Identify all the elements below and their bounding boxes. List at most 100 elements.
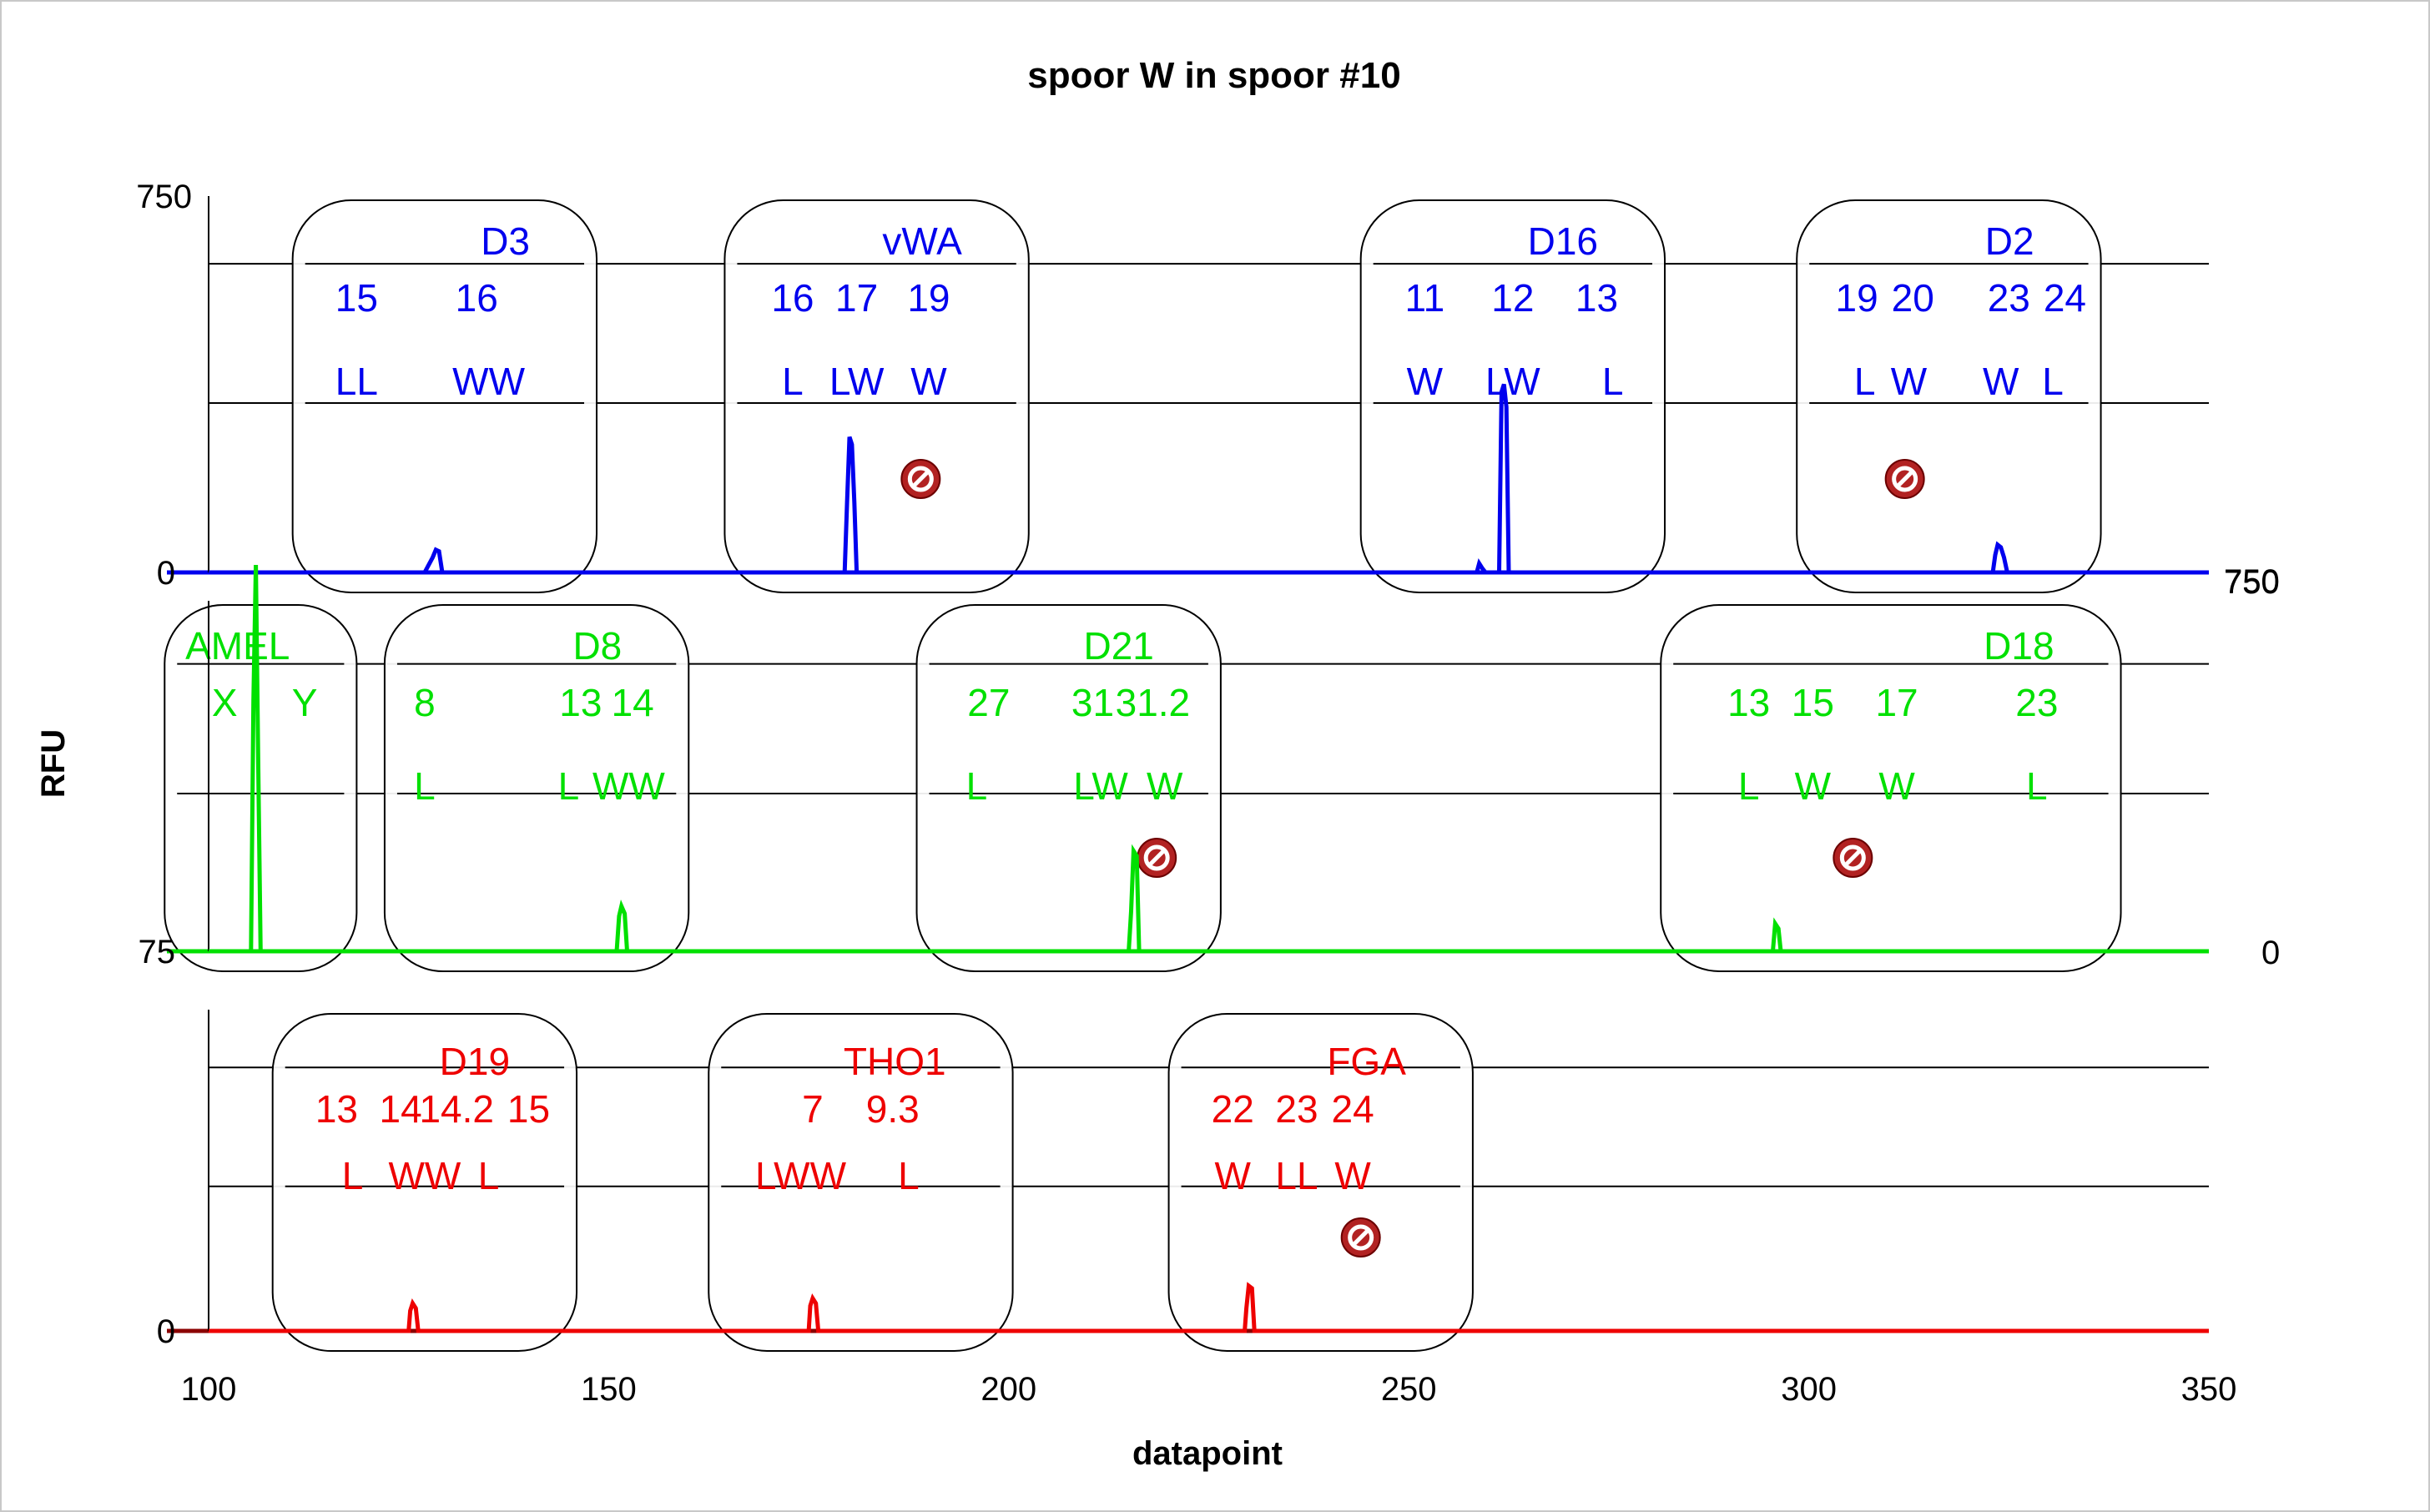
locus-boxes: D315LL16WWvWA16L17LW19WD1611W12LW13LD219… — [164, 199, 2122, 1352]
locus-name: THO1 — [844, 1040, 946, 1083]
locus-frame — [164, 604, 358, 972]
locus-frame — [1796, 199, 2102, 593]
locus-box-D21: D21 27 L 31 LW 31.2 W — [915, 604, 1222, 972]
allele-label: 14 — [380, 1087, 422, 1131]
blocked-icon — [1884, 459, 1925, 499]
allele-label: 16 — [456, 276, 498, 320]
allele-label: 14 — [612, 681, 654, 724]
locus-name: vWA — [882, 219, 962, 263]
allele-label: 27 — [967, 681, 1010, 724]
allele-label: 31.2 — [1116, 681, 1191, 724]
locus-frame — [915, 604, 1222, 972]
locus-frame — [708, 1013, 1014, 1352]
source-label: L — [342, 1154, 364, 1197]
source-label: LW — [1485, 360, 1540, 403]
source-label: L — [2026, 764, 2048, 808]
source-label: L — [2042, 360, 2064, 403]
x-tick-label: 300 — [1781, 1371, 1837, 1408]
allele-label: 14.2 — [419, 1087, 494, 1131]
locus-frame — [723, 199, 1030, 593]
allele-label: 19 — [1836, 276, 1878, 320]
source-label: LL — [1275, 1154, 1318, 1197]
x-tick-label: 150 — [581, 1371, 637, 1408]
source-label: L — [898, 1154, 920, 1197]
locus-box-AMEL: AMEL X Y — [164, 604, 358, 972]
locus-box-FGA: FGA 22 W 23 LL 24 W — [1167, 1013, 1474, 1352]
x-tick-label: 350 — [2181, 1371, 2237, 1408]
allele-label: 24 — [1331, 1087, 1374, 1131]
source-label: W — [1147, 764, 1183, 808]
y-tick-blue-top: 750 — [136, 179, 192, 215]
locus-name: D18 — [1984, 624, 2054, 668]
source-label: L — [478, 1154, 500, 1197]
y-tick-green-right-top: 750 — [2224, 563, 2280, 600]
y-tick-blue-right: 750 — [2224, 564, 2280, 601]
locus-box-D16: D16 11 W 12 LW 13 L — [1359, 199, 1666, 593]
x-tick-label: 200 — [981, 1371, 1036, 1408]
locus-frame — [291, 199, 598, 593]
allele-label: 8 — [414, 681, 436, 724]
trace-blue — [209, 383, 2209, 575]
x-tick-label: 250 — [1381, 1371, 1437, 1408]
source-label: LW — [829, 360, 885, 403]
chart-title: spoor W in spoor #10 — [1027, 55, 1400, 96]
locus-frame — [1660, 604, 2122, 972]
source-label: W — [1334, 1154, 1371, 1197]
allele-label: 13 — [1727, 681, 1770, 724]
traces — [209, 383, 2209, 1333]
allele-label: 7 — [802, 1087, 824, 1131]
source-label: L — [1854, 360, 1876, 403]
locus-frame — [1359, 199, 1666, 593]
blocked-icon — [1137, 838, 1177, 878]
locus-frame — [383, 604, 690, 972]
locus-box-THO1: THO1 7 LWW 9.3 L — [708, 1013, 1014, 1352]
trace-green — [209, 564, 2209, 954]
allele-label: 17 — [835, 276, 878, 320]
source-label: L — [966, 764, 988, 808]
trace-red — [209, 1282, 2209, 1333]
allele-label: 19 — [907, 276, 950, 320]
allele-label: Y — [292, 681, 318, 724]
source-label: L — [1602, 360, 1624, 403]
allele-label: 23 — [1275, 1087, 1318, 1131]
locus-box-D8: D8 8 L 13 L 14 WW — [383, 604, 690, 972]
source-label: WW — [452, 360, 525, 403]
allele-label: X — [212, 681, 238, 724]
source-label: L — [1738, 764, 1760, 808]
source-label: W — [1795, 764, 1832, 808]
source-label: WW — [388, 1154, 461, 1197]
source-label: W — [1878, 764, 1915, 808]
allele-label: 9.3 — [866, 1087, 920, 1131]
locus-name: D8 — [572, 624, 622, 668]
source-label: W — [1407, 360, 1444, 403]
allele-label: 31 — [1071, 681, 1114, 724]
allele-label: 13 — [559, 681, 602, 724]
source-label: WW — [592, 764, 665, 808]
source-label: W — [1891, 360, 1928, 403]
y-tick-red-bottom: 0 — [157, 1313, 175, 1350]
locus-name: D21 — [1083, 624, 1153, 668]
locus-box-D2: D2 19 L 20 W 23 W 24 L — [1796, 199, 2102, 593]
allele-label: 15 — [335, 276, 378, 320]
locus-name: D2 — [1985, 219, 2034, 263]
source-label: LL — [335, 360, 378, 403]
source-label: W — [1983, 360, 2019, 403]
allele-label: 11 — [1404, 276, 1444, 320]
y-axis-label: RFU — [35, 729, 72, 798]
source-label: L — [782, 360, 804, 403]
allele-label: 23 — [2015, 681, 2058, 724]
allele-label: 20 — [1892, 276, 1934, 320]
allele-label: 22 — [1212, 1087, 1254, 1131]
locus-box-D18: D18 13 L 15 W 17 W 23 L — [1660, 604, 2122, 972]
allele-label: 16 — [771, 276, 814, 320]
locus-name: FGA — [1327, 1040, 1406, 1083]
source-label: L — [414, 764, 436, 808]
y-tick-green-right-bottom: 0 — [2261, 935, 2280, 971]
allele-label: 17 — [1875, 681, 1918, 724]
y-tick-blue-bottom: 0 — [157, 555, 175, 592]
allele-label: 15 — [507, 1087, 550, 1131]
blocked-icon — [900, 459, 941, 499]
locus-frame — [271, 1013, 578, 1352]
